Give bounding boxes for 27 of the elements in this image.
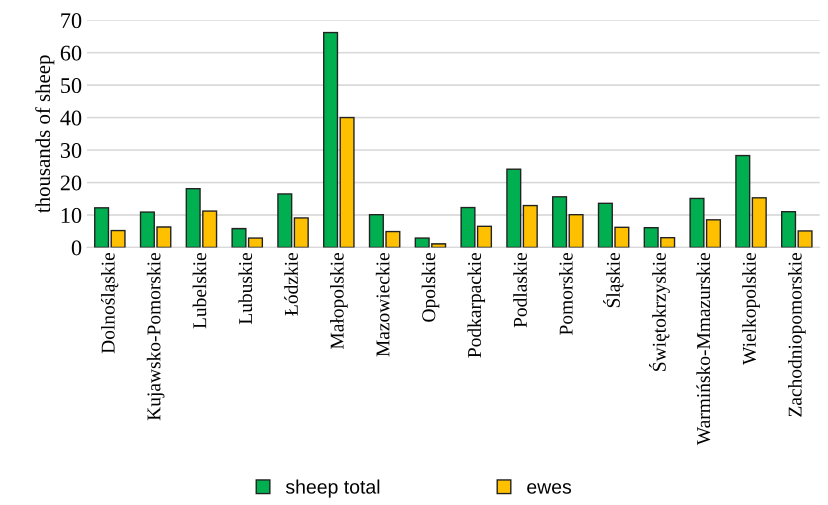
x-tick-label: Łódzkie <box>284 252 298 316</box>
x-tick-label: Podlaskie <box>513 252 527 328</box>
y-tick-label: 0 <box>72 240 82 256</box>
x-tick-label: Lubuskie <box>238 252 252 324</box>
x-tick-label: Świętokrzyskie <box>649 252 670 371</box>
x-tick-label: Warmińsko-Mmazurskie <box>696 252 710 446</box>
x-tick-label: Dolnośląskie <box>100 252 118 354</box>
x-tick-label: Małopolskie <box>330 252 348 349</box>
y-tick-label: 60 <box>60 46 82 61</box>
y-tick-label: 50 <box>61 78 82 94</box>
x-tick-label: Śląskie <box>603 252 624 308</box>
y-tick-label: 30 <box>60 142 82 158</box>
y-tick-label: 40 <box>60 110 82 126</box>
y-tick-label: 10 <box>62 208 82 223</box>
x-tick-label: Mazowieckie <box>376 252 390 356</box>
legend-label: ewes <box>527 483 572 494</box>
x-tick-label: Lubelskie <box>192 252 206 328</box>
x-tick-label: Wielkopolskie <box>742 252 760 365</box>
legend-label: sheep total <box>286 479 380 498</box>
x-tick-label: Podkarpackie <box>467 252 486 358</box>
y-axis-title: thousands of sheep <box>35 55 54 213</box>
x-tick-label: Opolskie <box>422 252 440 322</box>
y-tick-label: 70 <box>61 13 82 28</box>
x-tick-label: Pomorskie <box>559 252 573 335</box>
x-tick-label: Kujawsko-Pomorskie <box>146 252 164 420</box>
y-tick-label: 20 <box>60 175 82 190</box>
x-tick-label: Zachodniopomorskie <box>788 252 806 417</box>
